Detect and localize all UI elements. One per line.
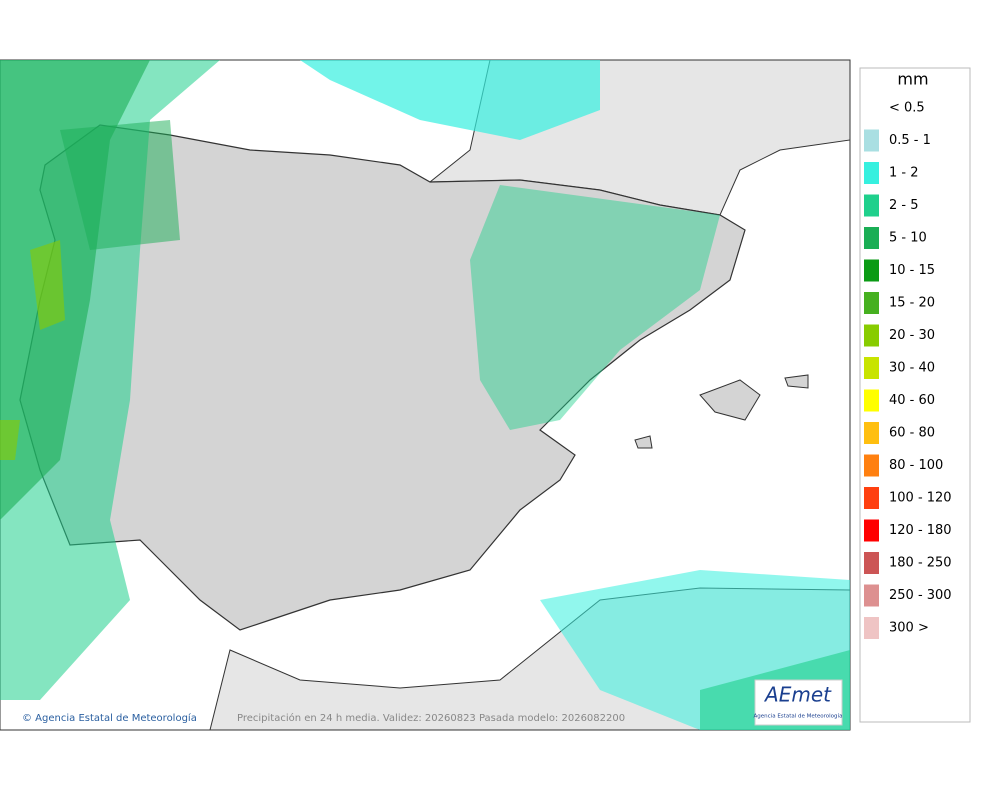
legend-swatch (864, 487, 879, 509)
legend-swatch (864, 194, 879, 217)
legend-label: 250 - 300 (889, 588, 952, 603)
legend-swatch (864, 519, 879, 542)
legend-swatch (864, 227, 879, 249)
legend-label: 300 > (889, 621, 929, 636)
legend-swatch (864, 617, 879, 639)
legend-swatch (864, 259, 879, 282)
legend-label: 60 - 80 (889, 426, 935, 441)
legend-label: 1 - 2 (889, 166, 919, 181)
legend-swatch (864, 162, 879, 184)
rain-biscay (300, 60, 600, 140)
balearic-islands (634, 374, 809, 449)
legend-swatch (864, 129, 879, 152)
legend-label: 120 - 180 (889, 523, 952, 538)
legend-swatch (864, 454, 879, 477)
legend-label: 100 - 120 (889, 491, 952, 506)
legend-label: 2 - 5 (889, 198, 919, 213)
legend-label: 30 - 40 (889, 361, 935, 376)
legend-label: 10 - 15 (889, 263, 935, 278)
legend-label: 15 - 20 (889, 296, 935, 311)
legend-label: < 0.5 (889, 101, 925, 116)
legend-swatch (864, 324, 879, 347)
legend-swatch (864, 422, 879, 444)
legend-swatch (864, 357, 879, 379)
rain-galicia (60, 120, 180, 250)
logo-name: AEmet (763, 683, 832, 707)
rain-atlantic-peak (0, 240, 65, 460)
legend-swatch (864, 584, 879, 607)
legend-label: 40 - 60 (889, 393, 935, 408)
legend: mm < 0.5 0.5 - 1 1 - 2 2 - 5 5 - 10 10 - 15 15… (859, 67, 971, 723)
map: © Agencia Estatal de Meteorología Precip… (0, 59, 851, 731)
legend-label: 180 - 250 (889, 556, 952, 571)
legend-label: 5 - 10 (889, 231, 927, 246)
credit-text: © Agencia Estatal de Meteorología (22, 712, 197, 724)
legend-title: mm (897, 70, 928, 89)
rain-northeast (470, 185, 720, 430)
legend-label: 80 - 100 (889, 458, 943, 473)
caption-text: Precipitación en 24 h media. Validez: 20… (237, 712, 625, 724)
rain-atlantic-core (0, 60, 150, 520)
legend-swatch (864, 552, 879, 574)
legend-label: 20 - 30 (889, 328, 935, 343)
logo-box (754, 679, 843, 726)
logo-subtitle: Agencia Estatal de Meteorología (754, 713, 843, 720)
legend-label: 0.5 - 1 (889, 133, 931, 148)
legend-swatch (864, 389, 879, 412)
legend-swatch (864, 292, 879, 314)
